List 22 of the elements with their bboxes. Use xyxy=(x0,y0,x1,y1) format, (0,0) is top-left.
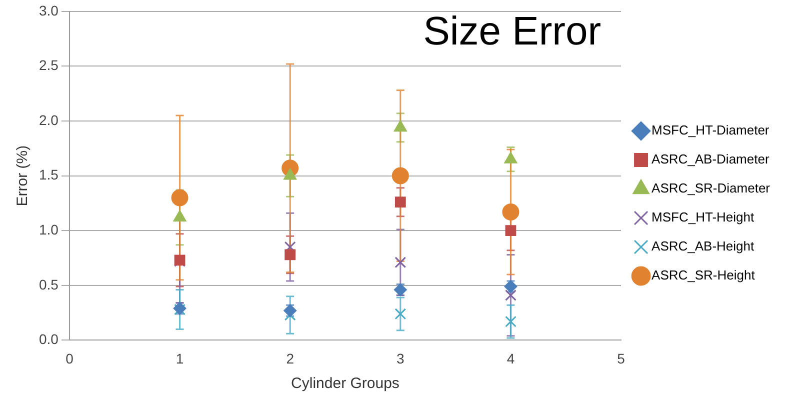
x-axis-title: Cylinder Groups xyxy=(291,375,400,392)
y-tick-label: 2.5 xyxy=(38,57,59,74)
y-tick-label: 0.5 xyxy=(38,276,59,292)
y-tick-label: 3.0 xyxy=(38,2,59,18)
x-tick-label: 0 xyxy=(66,350,74,366)
x-tick-label: 1 xyxy=(176,350,184,366)
legend-label: ASRC_SR-Diameter xyxy=(652,180,771,196)
y-axis-title: Error (%) xyxy=(14,145,32,206)
y-tick-label: 1.5 xyxy=(38,166,59,183)
x-tick-label: 4 xyxy=(506,350,515,366)
legend-label: MSFC_HT-Diameter xyxy=(652,122,770,138)
x-tick-label: 2 xyxy=(286,350,294,366)
x-tick-label: 5 xyxy=(617,350,626,366)
legend-label: MSFC_HT-Height xyxy=(652,210,754,225)
y-tick-label: 0.0 xyxy=(38,331,59,348)
legend-label: ASRC_AB-Height xyxy=(652,238,755,254)
y-tick-label: 2.0 xyxy=(38,112,59,128)
y-tick-label: 1.0 xyxy=(38,221,59,238)
x-tick-label: 3 xyxy=(396,350,405,366)
legend-label: ASRC_SR-Height xyxy=(652,268,756,283)
chart-title: Size Error xyxy=(423,9,602,54)
legend-label: ASRC_AB-Diameter xyxy=(652,152,770,167)
